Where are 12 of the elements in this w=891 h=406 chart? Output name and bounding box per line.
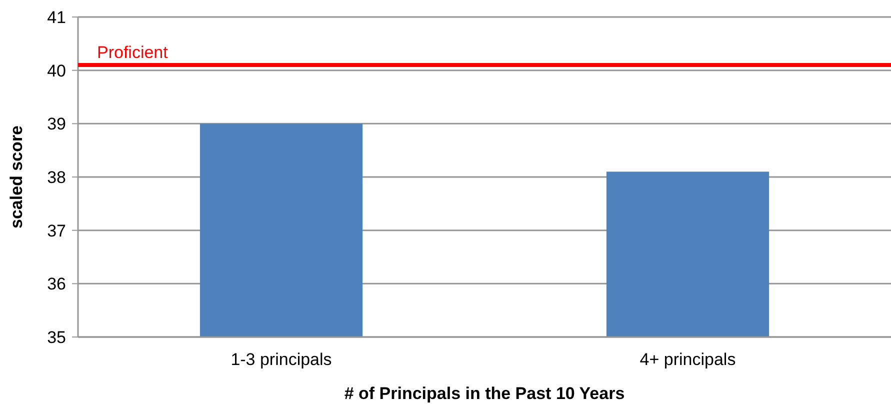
x-tick-label: 1-3 principals	[230, 350, 332, 369]
x-tick-label: 4+ principals	[640, 350, 736, 369]
y-tick-label: 35	[47, 328, 66, 347]
y-tick-label: 38	[47, 168, 66, 187]
y-tick-label: 41	[47, 8, 66, 27]
y-tick-label: 40	[47, 61, 66, 80]
y-tick-label: 37	[47, 221, 66, 240]
y-tick-label: 36	[47, 274, 66, 294]
y-tick-label: 39	[47, 114, 66, 134]
y-axis-title: scaled score	[7, 125, 26, 229]
x-axis-title: # of Principals in the Past 10 Years	[344, 384, 625, 403]
ref-line-label: Proficient	[97, 43, 168, 62]
